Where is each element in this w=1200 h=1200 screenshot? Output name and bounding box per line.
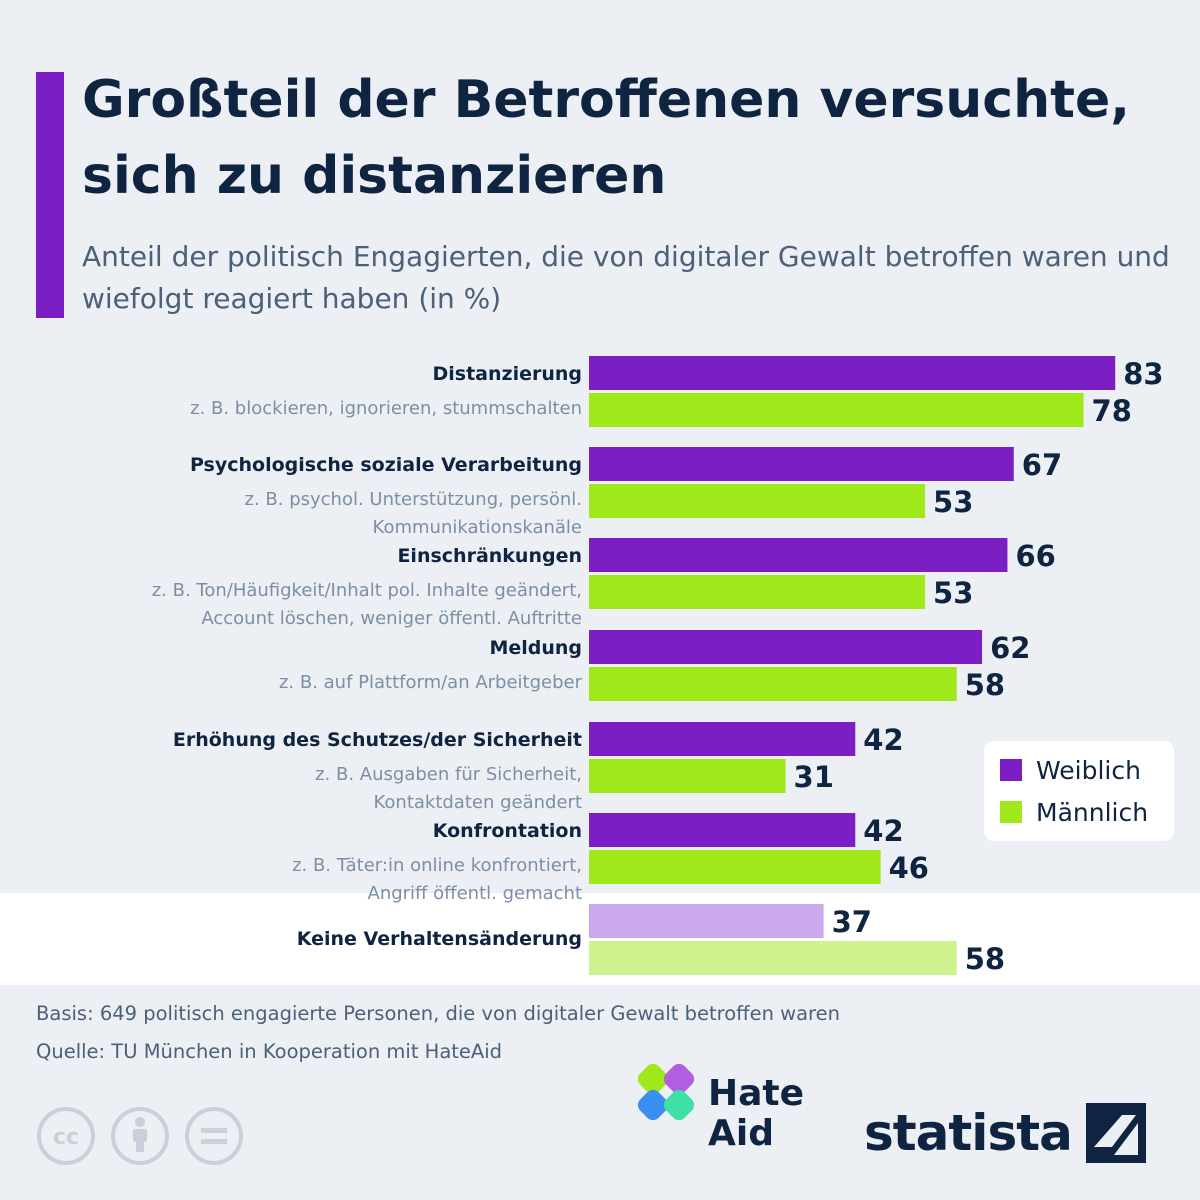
category-example: z. B. blockieren, ignorieren, stummschal… [190, 398, 582, 419]
legend-swatch-female [1000, 759, 1022, 781]
category-label: Keine Verhaltensänderung [297, 928, 582, 950]
bar-female [589, 722, 856, 756]
legend-label-female: Weiblich [1036, 755, 1141, 785]
data-label-male: 78 [1092, 394, 1132, 428]
bar-male [589, 941, 957, 975]
legend-item-male: Männlich [1000, 797, 1148, 827]
category-example: z. B. auf Plattform/an Arbeitgeber [279, 672, 583, 693]
category-label: Erhöhung des Schutzes/der Sicherheit [173, 729, 582, 751]
chart-subtitle: Anteil der politisch Engagierten, die vo… [82, 240, 1170, 315]
data-label-male: 53 [933, 576, 973, 610]
hateaid-wordmark: Hate Aid [708, 1074, 804, 1154]
data-label-female: 66 [1015, 539, 1055, 573]
category-example: z. B. psychol. Unterstützung, persönl. [245, 489, 582, 510]
hateaid-line2: Aid [708, 1113, 774, 1154]
attribution-icon[interactable] [111, 1107, 169, 1165]
category-label: Konfrontation [433, 820, 582, 842]
category-example: z. B. Ausgaben für Sicherheit, [315, 764, 582, 785]
statista-logo-icon [1085, 1103, 1146, 1163]
bar-female [589, 447, 1014, 481]
bar-female [589, 630, 983, 664]
bar-male [589, 759, 786, 793]
title-accent-bar [36, 72, 64, 318]
category-label: Meldung [489, 637, 582, 659]
bar-male [589, 575, 926, 609]
hateaid-logo: Hate Aid [636, 1060, 836, 1170]
bar-male [589, 393, 1084, 427]
bar-female [589, 356, 1116, 390]
svg-text:cc: cc [53, 1125, 79, 1150]
statista-logo: statista [864, 1098, 1146, 1168]
legend-swatch-male [1000, 801, 1022, 823]
creative-commons-icon[interactable]: cc [37, 1107, 95, 1165]
data-label-female: 42 [863, 723, 903, 757]
bar-male [589, 667, 957, 701]
category-label: Einschränkungen [397, 545, 582, 567]
data-label-female: 37 [832, 905, 872, 939]
category-example: Kontaktdaten geändert [373, 792, 582, 813]
legend-label-male: Männlich [1036, 797, 1149, 827]
chart-title: Großteil der Betroffenen versuchte, sich… [82, 70, 1130, 206]
statista-wordmark: statista [864, 1104, 1073, 1162]
data-label-male: 58 [965, 942, 1005, 976]
data-label-male: 58 [965, 668, 1005, 702]
bar-male [589, 850, 881, 884]
data-label-female: 62 [990, 631, 1030, 665]
data-label-male: 31 [794, 760, 834, 794]
category-example: Account löschen, weniger öffentl. Auftri… [201, 608, 582, 629]
category-example: Kommunikationskanäle [373, 517, 582, 538]
bar-male [589, 484, 926, 518]
legend-item-female: Weiblich [1000, 755, 1141, 785]
license-icons: cc [37, 1107, 243, 1165]
data-label-male: 46 [889, 851, 929, 885]
data-label-male: 53 [933, 485, 973, 519]
bar-female [589, 904, 824, 938]
bar-female [589, 538, 1008, 572]
category-example: z. B. Ton/Häufigkeit/Inhalt pol. Inhalte… [152, 580, 582, 601]
data-label-female: 83 [1123, 357, 1163, 391]
category-example: Angriff öffentl. gemacht [368, 883, 583, 904]
chart-legend: Weiblich Männlich [984, 741, 1174, 841]
basis-note: Basis: 649 politisch engagierte Personen… [36, 1002, 840, 1025]
data-label-female: 67 [1022, 448, 1062, 482]
category-example: z. B. Täter:in online konfrontiert, [292, 855, 582, 876]
source-note: Quelle: TU München in Kooperation mit Ha… [36, 1040, 503, 1063]
no-derivatives-icon[interactable] [185, 1107, 243, 1165]
category-label: Psychologische soziale Verarbeitung [190, 454, 582, 476]
hateaid-line1: Hate [708, 1073, 805, 1114]
category-label: Distanzierung [432, 363, 582, 385]
hateaid-logo-icon [637, 1063, 695, 1121]
data-label-female: 42 [863, 814, 903, 848]
bar-female [589, 813, 856, 847]
